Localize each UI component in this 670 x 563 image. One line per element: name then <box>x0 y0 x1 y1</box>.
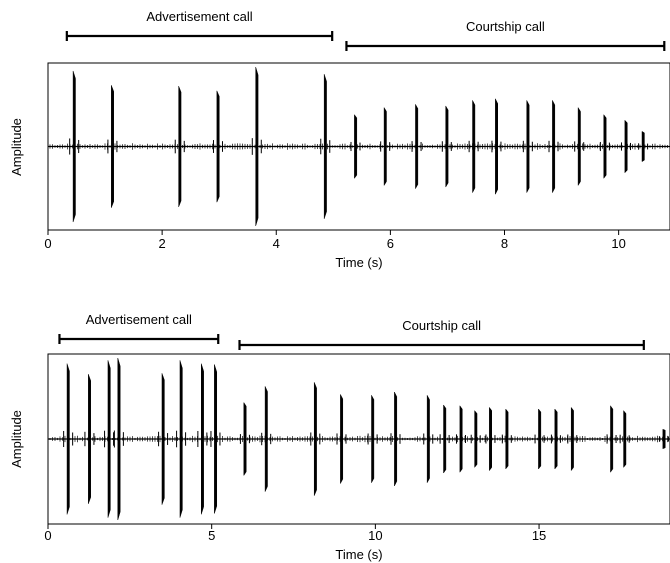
pulse <box>489 406 492 472</box>
pulse <box>371 395 375 483</box>
pulse <box>340 394 344 484</box>
segment-label: Advertisement call <box>86 312 192 327</box>
pulse <box>505 408 509 470</box>
segment-bars: Advertisement call Courtship call <box>58 312 645 350</box>
pulse <box>459 405 463 473</box>
pulse <box>445 105 449 188</box>
waveform-baseline <box>48 143 670 150</box>
pulse <box>88 374 91 504</box>
pulse <box>264 386 268 492</box>
pulse <box>474 409 478 469</box>
panel-bottom: Advertisement call Courtship call 0 5 10 15 … <box>9 312 670 562</box>
y-axis-label: Amplitude <box>9 118 24 176</box>
pulse <box>243 401 247 477</box>
x-tick-label: 8 <box>501 236 508 251</box>
pulse <box>313 382 317 496</box>
x-axis: 0 2 4 6 8 10 <box>44 230 626 251</box>
pulse <box>383 106 387 187</box>
x-axis: 0 5 10 15 <box>44 524 546 543</box>
x-tick-label: 10 <box>611 236 625 251</box>
x-axis-label: Time (s) <box>335 255 382 270</box>
x-tick-label: 0 <box>44 236 51 251</box>
pulse <box>394 391 398 487</box>
pulse <box>570 406 574 472</box>
waveform-baseline <box>48 435 670 443</box>
x-tick-label: 4 <box>273 236 280 251</box>
pulse <box>161 373 165 505</box>
pulse <box>178 85 182 208</box>
pulse <box>214 364 218 514</box>
pulse <box>323 74 327 219</box>
waveform-pulses <box>69 66 649 227</box>
pulse <box>495 98 499 195</box>
pulse <box>443 404 447 474</box>
pulse <box>624 119 628 174</box>
x-tick-label: 2 <box>159 236 166 251</box>
pulse <box>201 363 204 515</box>
pulse <box>354 113 358 180</box>
x-axis-label: Time (s) <box>335 547 382 562</box>
pulse <box>255 66 259 227</box>
x-tick-label: 0 <box>44 528 51 543</box>
waveform-pulses <box>63 357 669 521</box>
pulse <box>111 85 114 208</box>
pulse <box>554 408 558 470</box>
x-tick-label: 10 <box>368 528 382 543</box>
pulse <box>623 409 627 469</box>
pulse <box>662 428 666 450</box>
x-tick-label: 6 <box>387 236 394 251</box>
pulse <box>72 70 76 223</box>
pulse <box>577 106 581 187</box>
pulse <box>107 360 111 518</box>
pulse <box>216 90 220 203</box>
pulse <box>179 360 183 518</box>
pulse <box>117 357 121 521</box>
segment-label: Advertisement call <box>146 9 252 24</box>
x-tick-label: 15 <box>532 528 546 543</box>
pulse <box>641 130 645 163</box>
pulse <box>472 100 476 193</box>
pulse <box>610 405 614 473</box>
segment-label: Courtship call <box>466 19 545 34</box>
pulse <box>603 113 607 180</box>
pulse <box>66 363 70 515</box>
pulse <box>552 100 556 193</box>
y-axis-label: Amplitude <box>9 410 24 468</box>
panel-top: Advertisement call Courtship call 0 2 4 6 8 10… <box>9 9 670 270</box>
segment-label: Courtship call <box>402 318 481 333</box>
pulse <box>538 408 542 470</box>
pulse <box>426 395 430 483</box>
segment-bars: Advertisement call Courtship call <box>65 9 666 51</box>
pulse <box>526 100 530 193</box>
x-tick-label: 5 <box>208 528 215 543</box>
pulse <box>415 103 419 190</box>
